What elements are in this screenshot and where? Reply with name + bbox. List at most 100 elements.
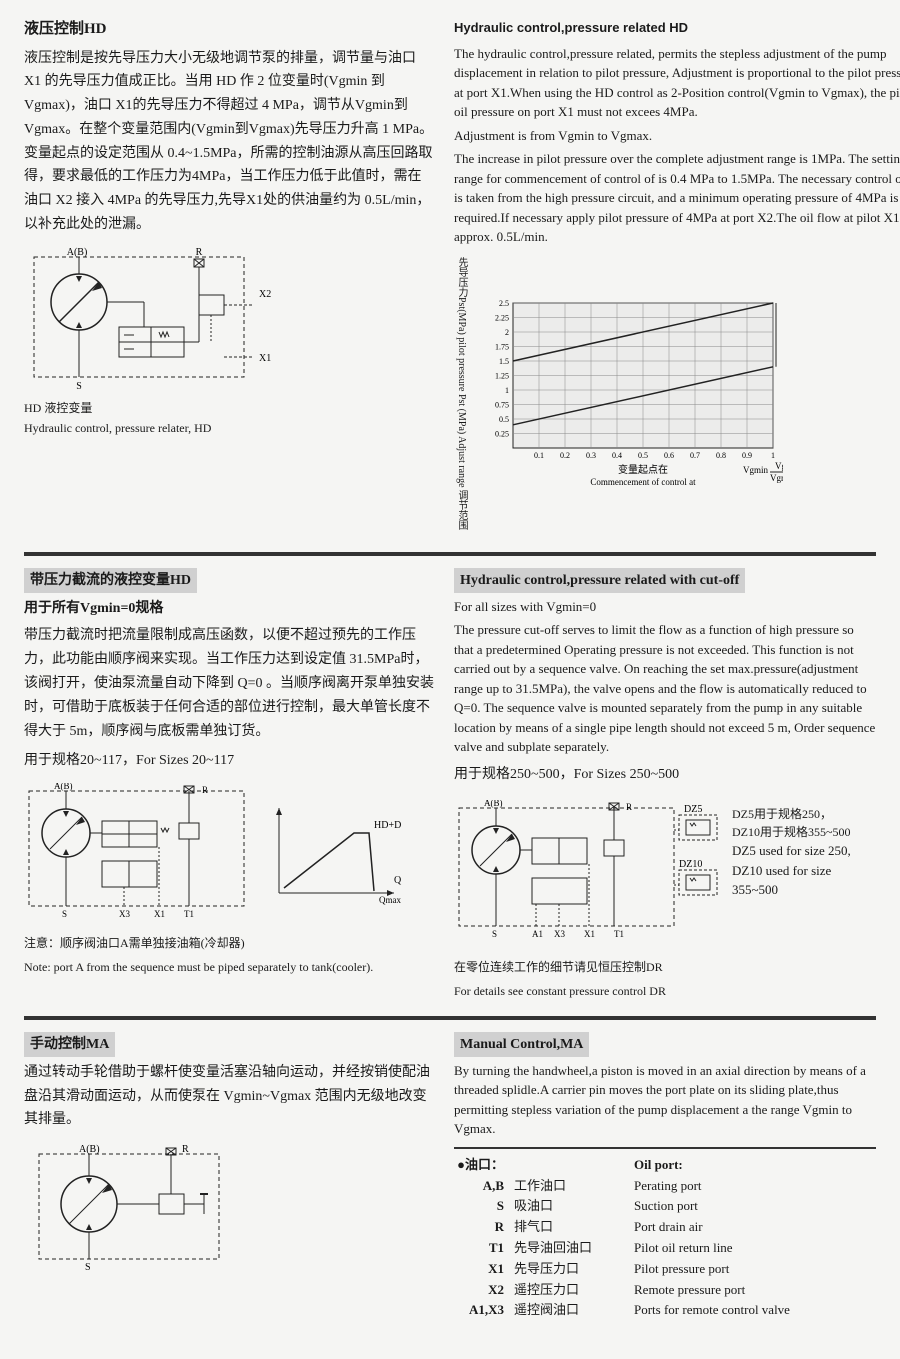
svg-text:0.25: 0.25 (495, 430, 509, 439)
port-cn: 遥控压力口 (514, 1280, 624, 1301)
chart-ylabel-cn: 先导压力Pst(MPa) (456, 257, 467, 335)
port-cn: 遥控阀油口 (514, 1300, 624, 1321)
port-sym: A,B (454, 1176, 504, 1197)
svg-text:2: 2 (505, 328, 509, 337)
ma-r: R (182, 1144, 189, 1155)
port-en: Remote pressure port (634, 1280, 876, 1301)
port-cn: 吸油口 (514, 1196, 624, 1217)
svg-text:0.9: 0.9 (742, 451, 752, 460)
cutoff-en-body: The pressure cut-off serves to limit the… (454, 620, 876, 757)
section-hd-en: Hydraulic control,pressure related HD Th… (454, 18, 900, 540)
cutoff-cn-subhead: 用于所有Vgmin=0规格 (24, 597, 434, 621)
sl-x3: X3 (119, 909, 130, 919)
svg-text:2.5: 2.5 (499, 299, 509, 308)
chart-ylabel-cn2: 调节范围 (456, 490, 467, 530)
sl-x1: X1 (154, 909, 165, 919)
dz-en2: DZ10 used for size 355~500 (732, 861, 876, 900)
port-sym: X1 (454, 1259, 504, 1280)
hd-cn-body: 液压控制是按先导压力大小无级地调节泵的排量，调节量与油口 X1 的先导压力值成正… (24, 47, 434, 237)
port-sym: S (454, 1196, 504, 1217)
svg-text:2.25: 2.25 (495, 314, 509, 323)
cutoff-right-row: A(B) S R A1 X3 X1 T1 (454, 790, 876, 955)
hd-en-body2: Adjustment is from Vgmin to Vgmax. (454, 126, 900, 146)
cutoff-cn-body: 带压力截流时把流量限制成高压函数，以便不超过预先的工作压力，此功能由顺序阀来实现… (24, 624, 434, 743)
svg-text:0.5: 0.5 (499, 415, 509, 424)
cutoff-en-sizes: 用于规格250~500，For Sizes 250~500 (454, 763, 876, 787)
port-sym: T1 (454, 1238, 504, 1259)
cutoff-en: Hydraulic control,pressure related with … (454, 568, 876, 1004)
hd-cn-title: 液压控制HD (24, 18, 434, 41)
dz-cn2: DZ10用于规格355~500 (732, 823, 876, 841)
sl-t1: T1 (184, 909, 194, 919)
label-r: R (196, 247, 203, 258)
ma-ab: A(B) (79, 1144, 100, 1155)
port-sym: X2 (454, 1280, 504, 1301)
hd-sch-caption-cn: HD 液控变量 (24, 399, 434, 417)
port-en: Ports for remote control valve (634, 1300, 876, 1321)
cutoff-note-en: Note: port A from the sequence must be p… (24, 958, 434, 976)
ma-en-header: Manual Control,MA (454, 1032, 589, 1057)
port-en: Pilot oil return line (634, 1238, 876, 1259)
svg-text:0.3: 0.3 (586, 451, 596, 460)
sl-ab: A(B) (54, 783, 73, 791)
ma-en-body: By turning the handwheel,a piston is mov… (454, 1061, 876, 1139)
ma-schematic: A(B) S R (24, 1142, 434, 1272)
cutoff-en-subhead: For all sizes with Vgmin=0 (454, 597, 876, 617)
label-x2: X2 (259, 289, 271, 300)
ma-cn-body: 通过转动手轮借助于螺杆使变量活塞沿轴向运动，并经按销使配油盘沿其滑动面运动，从而… (24, 1061, 434, 1132)
svg-text:0.75: 0.75 (495, 401, 509, 410)
svg-text:1.5: 1.5 (499, 357, 509, 366)
cutoff-cn-sizes: 用于规格20~117，For Sizes 20~117 (24, 749, 434, 773)
ma-s: S (85, 1262, 91, 1272)
svg-text:Commencement of control at: Commencement of control at (590, 477, 696, 487)
hd-sch-caption-en: Hydraulic control, pressure relater, HD (24, 419, 434, 437)
dz-en1: DZ5 used for size 250, (732, 841, 876, 861)
port-sym: A1,X3 (454, 1300, 504, 1321)
sr-s: S (492, 929, 497, 939)
sl-q: Q (394, 875, 402, 886)
svg-text:Vgmax: Vgmax (770, 473, 783, 483)
sr-a1: A1 (532, 929, 543, 939)
ma-en: Manual Control,MA By turning the handwhe… (454, 1032, 876, 1321)
hd-en-title: Hydraulic control,pressure related HD (454, 18, 900, 38)
svg-text:1.25: 1.25 (495, 372, 509, 381)
dz-notes: DZ5用于规格250， DZ10用于规格355~500 DZ5 used for… (732, 790, 876, 900)
cutoff-schematic-right: A(B) S R A1 X3 X1 T1 (454, 800, 724, 945)
port-sym: R (454, 1217, 504, 1238)
ma-cn: 手动控制MA 通过转动手轮借助于螺杆使变量活塞沿轴向运动，并经按销使配油盘沿其滑… (24, 1032, 434, 1321)
svg-text:0.4: 0.4 (612, 451, 622, 460)
cutoff-schematic-left: A(B) S R X3 X1 T1 (24, 783, 434, 923)
svg-text:Vgmin: Vgmin (743, 465, 769, 475)
svg-text:变量起点在: 变量起点在 (618, 463, 668, 476)
dz-cn1: DZ5用于规格250， (732, 805, 876, 823)
label-x1: X1 (259, 353, 271, 364)
svg-text:0.6: 0.6 (664, 451, 674, 460)
cutoff-cn-header: 带压力截流的液控变量HD (24, 568, 197, 593)
sr-r: R (626, 802, 632, 812)
cutoff-details-en: For details see constant pressure contro… (454, 982, 876, 1000)
sl-qmax: Qmax (379, 895, 401, 905)
sl-hdd: HD+D (374, 820, 401, 831)
port-en: Suction port (634, 1196, 876, 1217)
label-s: S (76, 381, 82, 392)
ma-cn-header: 手动控制MA (24, 1032, 115, 1057)
section-ma: 手动控制MA 通过转动手轮借助于螺杆使变量活塞沿轴向运动，并经按销使配油盘沿其滑… (24, 1032, 876, 1321)
port-cn: 先导油回油口 (514, 1238, 624, 1259)
sr-x1: X1 (584, 929, 595, 939)
sr-x3: X3 (554, 929, 565, 939)
hd-schematic: A(B) S R X2 X1 (24, 247, 434, 437)
svg-text:0.2: 0.2 (560, 451, 570, 460)
sl-s: S (62, 909, 67, 919)
svg-text:0.7: 0.7 (690, 451, 700, 460)
port-en: Port drain air (634, 1217, 876, 1238)
cutoff-cn: 带压力截流的液控变量HD 用于所有Vgmin=0规格 带压力截流时把流量限制成高… (24, 568, 434, 1004)
svg-text:1: 1 (771, 451, 775, 460)
port-cn: 工作油口 (514, 1176, 624, 1197)
svg-text:Vg: Vg (775, 461, 783, 471)
cutoff-en-header: Hydraulic control,pressure related with … (454, 568, 745, 593)
port-cn: 先导压力口 (514, 1259, 624, 1280)
svg-text:1.75: 1.75 (495, 343, 509, 352)
sr-ab: A(B) (484, 800, 503, 808)
cutoff-details-cn: 在零位连续工作的细节请见恒压控制DR (454, 957, 876, 977)
section-hd: 液压控制HD 液压控制是按先导压力大小无级地调节泵的排量，调节量与油口 X1 的… (24, 18, 876, 540)
